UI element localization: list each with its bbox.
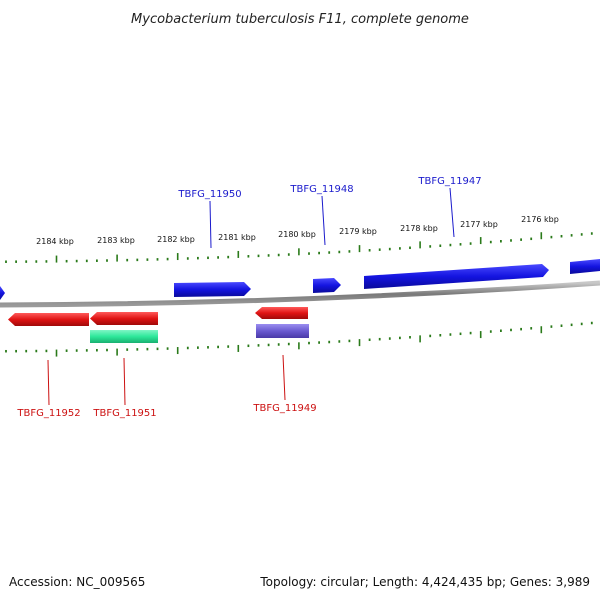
reverse-gene-arrow[interactable] (8, 313, 89, 326)
forward-gene-arrow[interactable] (313, 278, 341, 293)
gene-leader-line (321, 195, 326, 246)
forward-gene-arrow[interactable] (174, 282, 251, 297)
gene-label-bottom[interactable]: TBFG_11952 (16, 408, 80, 419)
gene-label-bottom[interactable]: TBFG_11951 (92, 408, 156, 419)
gene-leader-line (282, 354, 286, 401)
bottom-tick-row (5, 321, 593, 357)
top-tick-row (5, 232, 593, 263)
gene-label-top[interactable]: TBFG_11947 (417, 176, 481, 187)
rna-feature[interactable] (90, 330, 158, 343)
gene-leader-line (47, 359, 50, 406)
forward-gene-arrow[interactable] (570, 259, 600, 274)
accession-text: Accession: NC_009565 (9, 575, 145, 589)
tick-label: 2182 kbp (157, 235, 195, 244)
tick-label: 2176 kbp (521, 215, 559, 224)
purple-feature[interactable] (256, 324, 309, 338)
tick-label: 2184 kbp (36, 237, 74, 246)
genome-summary-text: Topology: circular; Length: 4,424,435 bp… (259, 575, 590, 589)
forward-gene-arrow[interactable] (0, 286, 5, 300)
gene-leader-line (123, 357, 126, 406)
gene-leader-line (209, 200, 212, 249)
genome-backbone (0, 280, 600, 308)
gene-leader-line (449, 187, 455, 238)
reverse-gene-arrow[interactable] (255, 307, 308, 319)
tick-label: 2183 kbp (97, 236, 135, 245)
gene-label-bottom[interactable]: TBFG_11949 (252, 403, 316, 414)
tick-label: 2180 kbp (278, 230, 316, 239)
reverse-gene-arrow[interactable] (90, 312, 158, 325)
gene-label-top[interactable]: TBFG_11948 (289, 184, 353, 195)
forward-gene-arrow[interactable] (364, 264, 549, 289)
tick-label: 2178 kbp (400, 224, 438, 233)
gene-label-top[interactable]: TBFG_11950 (177, 189, 241, 200)
tick-label: 2179 kbp (339, 227, 377, 236)
map-title: Mycobacterium tuberculosis F11, complete… (131, 12, 469, 27)
tick-label: 2181 kbp (218, 233, 256, 242)
tick-label: 2177 kbp (460, 220, 498, 229)
